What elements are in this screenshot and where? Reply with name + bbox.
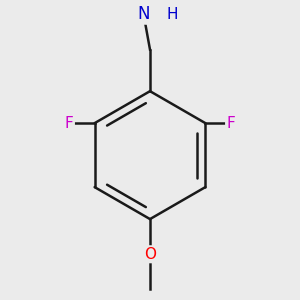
Text: H: H [167,7,178,22]
Text: O: O [144,247,156,262]
Text: F: F [226,116,235,131]
Text: F: F [65,116,74,131]
Text: N: N [137,5,150,23]
